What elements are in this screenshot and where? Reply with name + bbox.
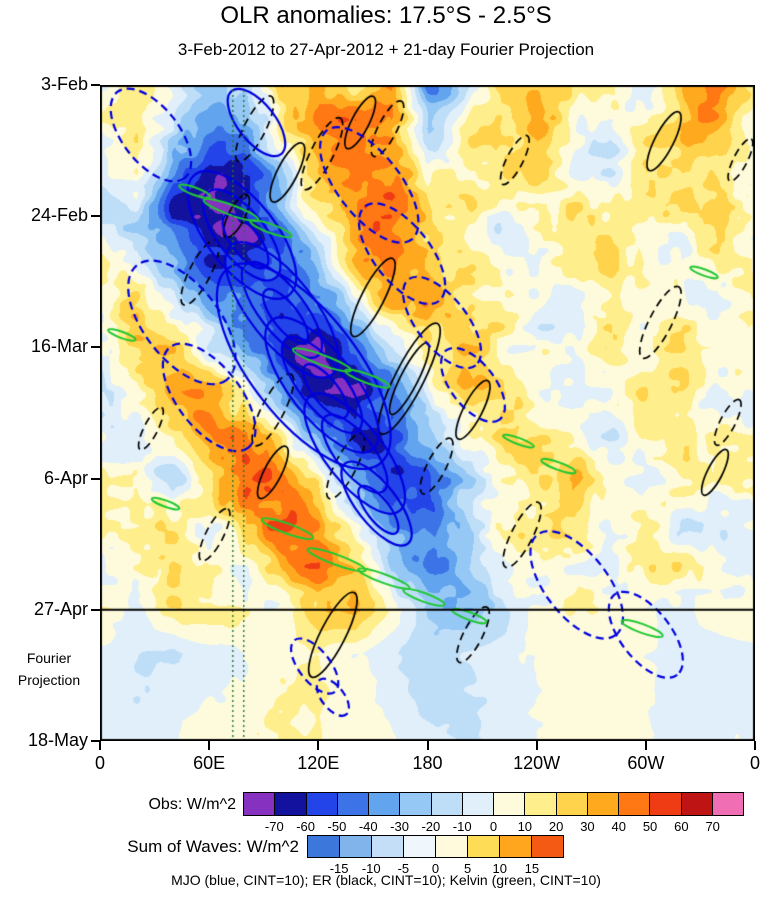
obs-colorbar-tick-label: -10 (452, 819, 472, 834)
x-axis-tick-mark (208, 741, 211, 750)
x-axis-tick-label: 60E (193, 753, 226, 773)
fourier-projection-label-line1: Fourier (26, 650, 72, 666)
obs-colorbar-cell (649, 793, 681, 815)
waves-colorbar-tick-label: -15 (329, 861, 349, 876)
obs-colorbar-label: Obs: W/m^2 (148, 796, 236, 813)
obs-colorbar-cell (555, 793, 587, 815)
obs-colorbar-cell (711, 793, 743, 815)
waves-colorbar-label: Sum of Waves: W/m^2 (127, 837, 299, 856)
waves-colorbar-tick-label: -10 (361, 861, 381, 876)
obs-colorbar-cell (336, 793, 368, 815)
obs-colorbar-tick-label: -20 (421, 819, 441, 834)
obs-colorbar-cell (368, 793, 400, 815)
obs-colorbar-cell (399, 793, 431, 815)
obs-colorbar-tick-label: 60 (674, 819, 689, 834)
x-axis-tick-label: 180 (412, 753, 443, 773)
obs-colorbar-cell (305, 793, 337, 815)
obs-colorbar-tick-label: -70 (264, 819, 284, 834)
waves-colorbar-tick-label: 0 (431, 861, 440, 876)
y-axis-tick-label: 6-Apr (43, 467, 88, 488)
y-axis-tick-mark (91, 740, 100, 742)
obs-colorbar-tick-label: 50 (642, 819, 658, 834)
x-axis-tick-mark (317, 741, 320, 750)
waves-colorbar-cell (467, 836, 499, 857)
obs-colorbar-cell (493, 793, 525, 815)
hovmoller-plot (100, 85, 755, 741)
obs-colorbar-tick-label: -40 (358, 819, 378, 834)
x-axis-tick-label: 0 (94, 753, 105, 773)
obs-colorbar (243, 792, 744, 816)
y-axis-tick-label: 3-Feb (40, 74, 88, 94)
contour-legend-note: MJO (blue, CINT=10); ER (black, CINT=10)… (171, 872, 601, 888)
x-axis-tick-mark (644, 741, 647, 750)
y-axis-tick-label: 27-Apr (33, 598, 88, 619)
obs-colorbar-cell (618, 793, 650, 815)
obs-colorbar-cell (586, 793, 618, 815)
y-axis-tick-label: 18-May (27, 730, 88, 750)
x-axis-tick-label: 120W (513, 753, 561, 773)
y-axis-tick-mark (91, 477, 100, 480)
y-axis-tick-label: 16-Mar (30, 336, 88, 357)
obs-colorbar-tick-label: 20 (548, 819, 564, 834)
x-axis-tick-label: 0 (749, 753, 760, 773)
obs-colorbar-tick-label: -50 (327, 819, 347, 834)
waves-colorbar-cell (403, 836, 435, 857)
y-axis-tick-mark (91, 215, 100, 218)
waves-colorbar-tick-label: 5 (464, 861, 472, 876)
x-axis-tick-label: 60W (627, 753, 665, 773)
obs-colorbar-tick-label: -60 (296, 819, 316, 834)
waves-colorbar-tick-label: 15 (524, 861, 540, 876)
obs-colorbar-tick-label: 30 (580, 819, 595, 834)
waves-colorbar-cell (435, 836, 467, 857)
figure-title: OLR anomalies: 17.5°S - 2.5°S (220, 2, 552, 29)
x-axis-tick-mark (535, 741, 538, 750)
x-axis-tick-mark (754, 741, 756, 750)
waves-colorbar-tick-label: 10 (492, 861, 507, 876)
figure-subtitle: 3-Feb-2012 to 27-Apr-2012 + 21-day Fouri… (177, 40, 595, 59)
x-axis-tick-mark (99, 741, 101, 750)
obs-colorbar-cell (274, 793, 306, 815)
waves-colorbar-cell (371, 836, 403, 857)
olr-anomaly-field-canvas (100, 85, 755, 741)
waves-colorbar (307, 835, 564, 858)
obs-colorbar-tick-label: 10 (517, 819, 533, 834)
waves-colorbar-cell (499, 836, 531, 857)
y-axis-tick-mark (91, 608, 100, 611)
obs-colorbar-cell (524, 793, 556, 815)
obs-colorbar-cell (430, 793, 462, 815)
y-axis-tick-mark (91, 346, 100, 349)
waves-colorbar-cell (531, 836, 563, 857)
fourier-projection-label: Fourier Projection (2, 647, 96, 692)
obs-colorbar-cell (244, 793, 275, 815)
obs-colorbar-tick-label: 40 (611, 819, 626, 834)
obs-colorbar-cell (680, 793, 712, 815)
x-axis-tick-mark (426, 741, 429, 750)
y-axis-tick-label: 24-Feb (30, 205, 88, 226)
x-axis-tick-label: 120E (297, 753, 340, 773)
obs-colorbar-tick-label: 0 (489, 819, 498, 834)
waves-colorbar-cell (308, 836, 339, 857)
fourier-projection-label-line2: Projection (17, 672, 81, 689)
obs-colorbar-tick-label: 70 (705, 819, 720, 834)
waves-colorbar-cell (339, 836, 371, 857)
obs-colorbar-tick-label: -30 (390, 819, 409, 834)
obs-colorbar-cell (461, 793, 493, 815)
y-axis-tick-mark (91, 84, 100, 86)
waves-colorbar-tick-label: -5 (397, 861, 410, 876)
